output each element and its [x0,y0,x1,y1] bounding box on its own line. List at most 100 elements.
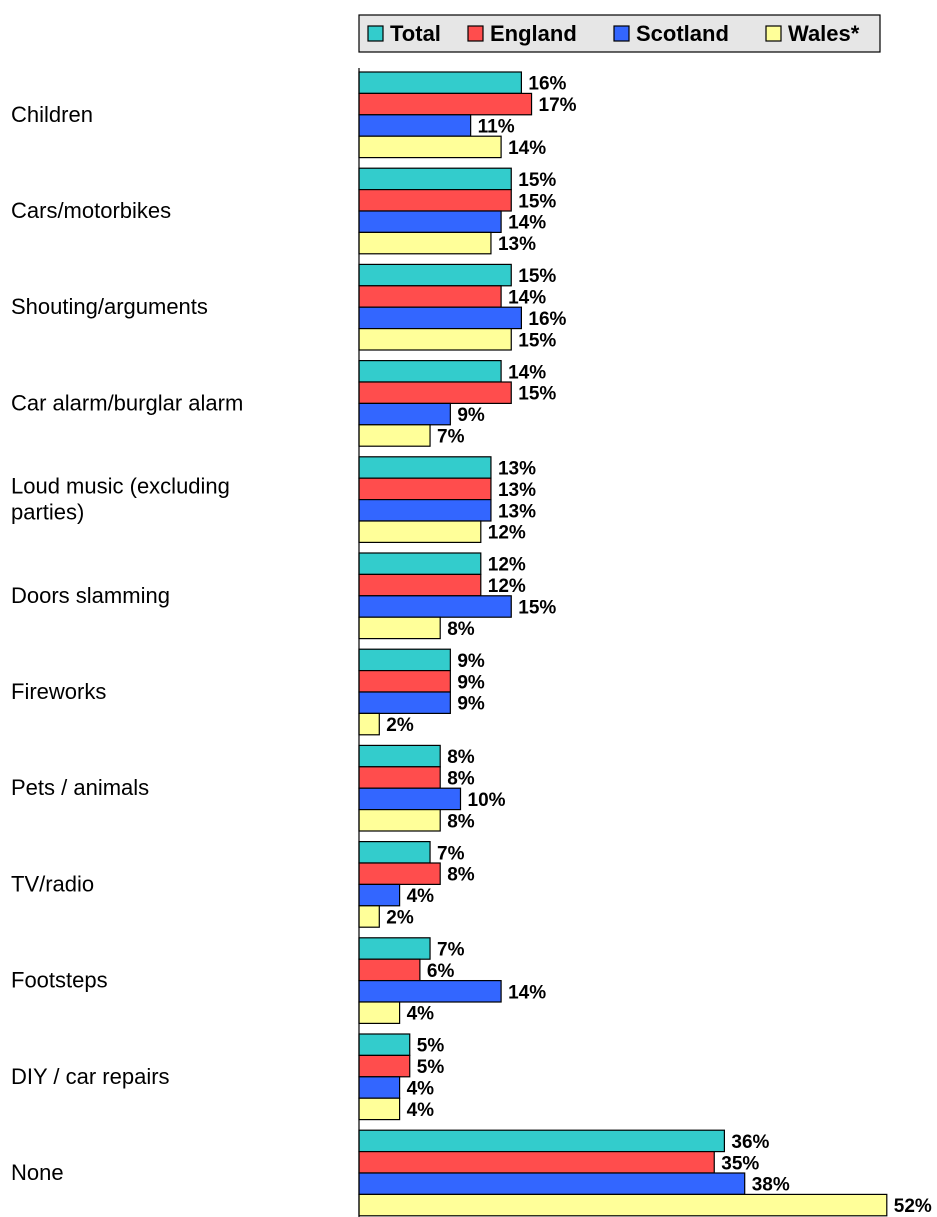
bar-group-fireworks: 9%9%9%2% [358,648,485,736]
data-label-scotland: 38% [752,1175,790,1196]
data-label-total: 14% [508,362,546,383]
category-label: None [11,1160,64,1185]
bar-scotland [358,595,512,618]
bar-wales [358,712,380,736]
bar-england [358,285,502,308]
category-axis: Children Cars/motorbikes Shouting/argument… [11,102,243,1185]
legend-swatch-wales [765,25,782,42]
data-label-england: 12% [488,576,526,597]
bar-total [358,937,431,960]
data-label-scotland: 14% [508,213,546,234]
data-label-scotland: 9% [457,694,485,715]
data-label-scotland: 9% [457,405,485,426]
data-label-wales: 7% [437,427,465,448]
bar-england [358,669,451,693]
bar-wales [358,905,380,928]
category-label: Shouting/arguments [11,294,208,319]
bar-scotland [358,210,502,233]
data-label-england: 8% [447,865,475,886]
data-label-england: 15% [518,384,556,405]
bar-group-tv-radio: 7%8% 4%2% [358,840,475,929]
data-label-total: 7% [437,940,465,961]
bar-wales [358,328,512,351]
bar-scotland [358,306,522,330]
bar-scotland [358,979,502,1003]
bar-total [358,1033,411,1056]
bar-scotland [358,1172,746,1195]
bar-total [358,263,512,287]
data-label-total: 9% [457,651,485,672]
bar-wales [358,616,441,640]
bar-group-car-alarm-burglar-alarm: 14%15% 9%7% [358,360,556,448]
category-label: Footsteps [11,968,108,993]
bar-total [358,1129,725,1153]
data-label-wales: 2% [386,715,414,736]
legend-label-england: England [490,21,577,46]
data-label-scotland: 4% [407,886,435,907]
bar-scotland [358,1076,401,1099]
bar-scotland [358,883,401,907]
data-label-total: 5% [417,1036,445,1057]
bar-group-cars-motorbikes: 15%15%14%13% [358,167,556,255]
data-label-england: 14% [508,288,546,309]
bar-wales [358,1001,401,1024]
bar-group-doors-slamming: 12%12%15%8% [358,552,556,640]
bar-wales [358,231,492,255]
bar-group-footsteps: 7%6% 14% 4% [358,937,546,1025]
category-label: DIY / car repairs [11,1064,170,1089]
data-label-total: 8% [447,747,475,768]
bar-total [358,167,512,191]
legend-swatch-total [367,25,384,42]
bar-england [358,381,512,404]
bar-total [358,744,441,768]
category-label: Pets / animals [11,775,149,800]
bar-scotland [358,691,451,714]
bar-england [358,862,441,885]
bar-group-diy-car-repairs: 5%5%4%4% [358,1033,445,1121]
bar-england [358,766,441,789]
bar-scotland [358,114,472,137]
category-label: Children [11,102,93,127]
data-label-wales: 13% [498,234,536,255]
category-label: Car alarm/burglar alarm [11,390,243,415]
legend-swatch-england [467,25,484,42]
bar-england [358,573,482,597]
legend-label-wales: Wales* [788,21,860,46]
bar-total [358,552,482,575]
data-label-wales: 14% [508,138,546,159]
bar-england [358,92,533,116]
data-label-england: 13% [498,480,536,501]
data-label-england: 8% [447,769,475,790]
legend: Total England Scotland Wales* [358,14,881,53]
bar-wales [358,135,502,159]
bar-group-none: 36%35%38% 52% [358,1129,932,1217]
bar-group-shouting-arguments: 15%14%16%15% [358,263,567,351]
bar-wales [358,424,431,447]
data-label-wales: 4% [407,1004,435,1025]
data-label-wales: 8% [447,619,475,640]
data-label-wales: 4% [407,1100,435,1121]
data-label-england: 9% [457,672,485,693]
data-label-england: 6% [427,961,455,982]
category-label: Loud music (excluding parties) [11,474,230,525]
data-label-scotland: 13% [498,501,536,522]
bar-wales [358,808,441,832]
data-label-england: 17% [539,95,577,116]
legend-label-scotland: Scotland [636,21,729,46]
bar-scotland [358,402,451,426]
data-label-wales: 2% [386,908,414,929]
data-label-total: 15% [518,266,556,287]
data-label-england: 35% [721,1153,759,1174]
category-label: Cars/motorbikes [11,198,171,223]
bar-total [358,360,502,383]
data-label-scotland: 16% [528,309,566,330]
bar-total [358,840,431,864]
data-label-england: 5% [417,1057,445,1078]
bar-wales [358,520,482,543]
data-label-scotland: 10% [468,790,506,811]
data-label-total: 13% [498,459,536,480]
bar-groups: 16%17%11%14%15%15%14%13%15%14%16%15%14%1… [358,71,932,1217]
data-label-total: 12% [488,555,526,576]
data-label-wales: 12% [488,523,526,544]
